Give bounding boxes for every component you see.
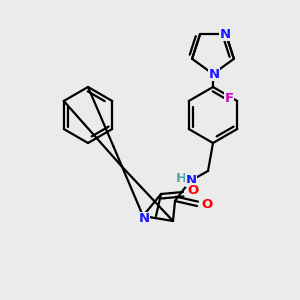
- Text: N: N: [185, 173, 197, 187]
- Text: N: N: [219, 28, 230, 41]
- Text: H: H: [176, 172, 187, 184]
- Text: F: F: [225, 92, 234, 106]
- Text: O: O: [188, 184, 199, 196]
- Text: O: O: [201, 199, 213, 212]
- Text: N: N: [208, 68, 220, 80]
- Text: N: N: [138, 212, 150, 226]
